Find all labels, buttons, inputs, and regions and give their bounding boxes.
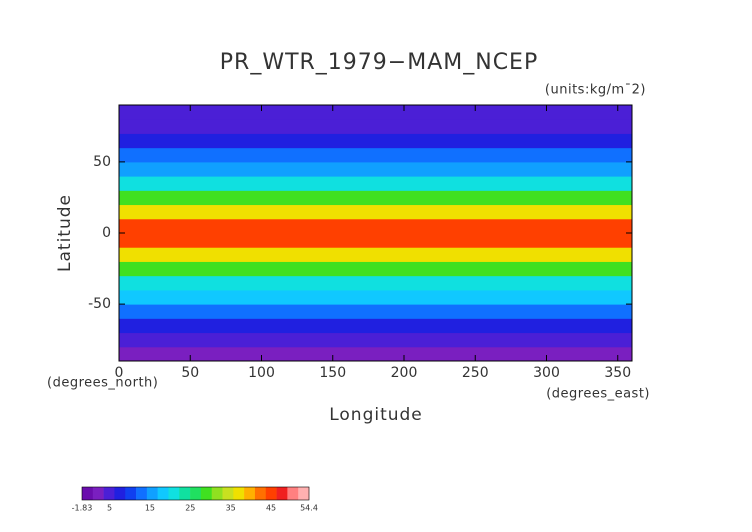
colorbar-swatch — [136, 487, 148, 500]
zonal-band — [119, 318, 632, 334]
zonal-band — [119, 289, 632, 305]
colorbar-swatch — [179, 487, 191, 500]
zonal-band — [119, 261, 632, 277]
zonal-band — [119, 176, 632, 191]
x-tick-label: 350 — [604, 365, 631, 381]
colorbar-swatch — [265, 487, 277, 500]
zonal-band — [119, 147, 632, 163]
x-tick-label: 300 — [533, 365, 560, 381]
colorbar-tick-label: -1.83 — [72, 504, 93, 513]
x-tick-label: 150 — [319, 365, 346, 381]
colorbar-swatch — [190, 487, 202, 500]
colorbar-tick-label: 35 — [226, 504, 236, 513]
x-tick-label: 0 — [115, 365, 124, 381]
colorbar-frame — [81, 486, 310, 501]
colorbar-swatch — [254, 487, 267, 500]
x-tick-label: 100 — [248, 365, 275, 381]
x-axis-label: Longitude — [329, 405, 423, 425]
zonal-band — [119, 304, 632, 319]
x-tick-label: 200 — [391, 365, 418, 381]
zonal-band — [119, 133, 632, 149]
colorbar-swatch — [298, 487, 310, 500]
colorbar-swatch — [157, 487, 169, 500]
zonal-band — [119, 105, 632, 120]
colorbar-swatch — [125, 487, 137, 500]
x-tick-label: 250 — [462, 365, 489, 381]
colorbar-swatch — [103, 487, 115, 500]
colorbar-swatch — [222, 487, 234, 500]
colorbar-swatch — [114, 487, 126, 500]
zonal-band — [119, 275, 632, 291]
colorbar-swatch — [92, 487, 104, 500]
units-label: (units:kg/m¯2) — [545, 83, 646, 98]
x-units-label: (degrees_east) — [546, 387, 650, 402]
colorbar-tick-label: 54.4 — [300, 504, 318, 513]
colorbar-swatch — [168, 487, 180, 500]
colorbar-tick-label: 45 — [266, 504, 276, 513]
zonal-band — [119, 247, 632, 262]
zonal-band — [119, 346, 632, 362]
zonal-band — [119, 119, 632, 134]
y-axis-label: Latitude — [55, 194, 75, 272]
y-tick-label: 50 — [93, 154, 111, 170]
y-tick-label: 0 — [102, 225, 111, 241]
colorbar-swatch — [244, 487, 256, 500]
colorbar-swatch — [276, 487, 288, 500]
zonal-band — [119, 218, 632, 234]
colorbar-swatch — [211, 487, 223, 500]
zonal-band — [119, 233, 632, 248]
y-units-label: (degrees_north) — [47, 376, 158, 391]
y-tick-label: -50 — [88, 296, 111, 312]
colorbar-swatch — [82, 487, 94, 500]
colorbar-tick-label: 5 — [107, 504, 112, 513]
zonal-band — [119, 161, 632, 177]
colorbar-swatch — [200, 487, 213, 500]
colorbar-swatch — [146, 487, 158, 500]
colorbar-tick-label: 25 — [185, 504, 195, 513]
chart-title: PR_WTR_1979−MAM_NCEP — [220, 50, 538, 75]
x-tick-label: 50 — [181, 365, 199, 381]
colorbar-swatch — [233, 487, 245, 500]
zonal-band — [119, 332, 632, 348]
colorbar-tick-label: 15 — [145, 504, 155, 513]
zonal-band — [119, 204, 632, 220]
colorbar-swatch — [287, 487, 299, 500]
zonal-band — [119, 190, 632, 206]
